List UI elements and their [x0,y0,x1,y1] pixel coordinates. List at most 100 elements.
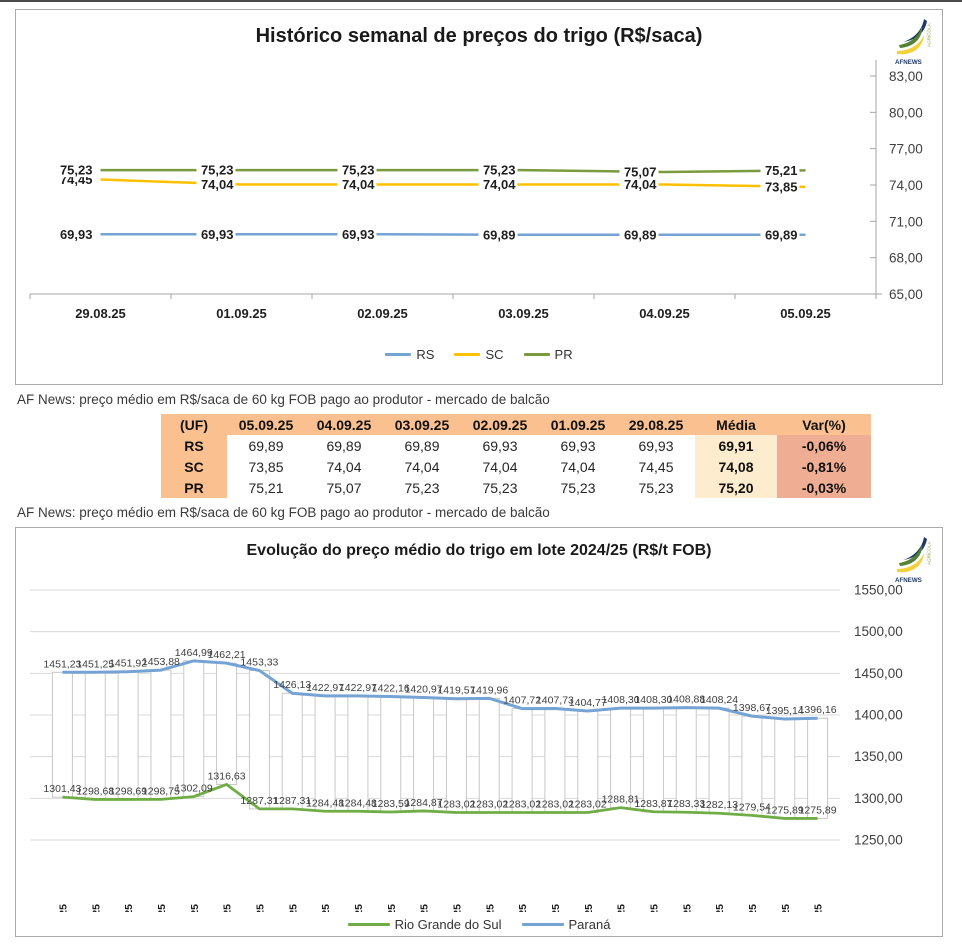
y-tick-label: 1550,00 [854,583,903,598]
data-label: 1301,43 [43,783,81,795]
media-cell: 69,91 [695,435,777,456]
data-label: 1288,81 [602,794,640,806]
updown-bar [478,697,500,813]
uf-cell: SC [161,456,227,477]
table-row: PR 75,21 75,07 75,23 75,23 75,23 75,23 75,20 -0,… [161,477,871,498]
data-label: 1464,99 [175,647,213,659]
y-tick-label: 1500,00 [854,624,903,639]
legend-label: Paraná [568,917,611,932]
data-label: 1275,89 [766,804,804,816]
table-header-cell: 02.09.25 [461,414,539,435]
x-tick-label: 04.09.25 [780,904,792,912]
legend-item-pr: PR [523,347,573,362]
data-label: 1462,21 [208,649,246,661]
y-tick-label: 1250,00 [854,833,903,848]
data-label: 1283,33 [667,798,705,810]
updown-bar [544,708,566,813]
x-tick-label: 13.08.25 [254,904,266,912]
x-tick-label: 12.08.25 [222,904,234,912]
table-header-cell: 01.09.25 [539,414,617,435]
series-line-rio-grande-do-sul [62,782,818,820]
data-label: 1419,57 [437,685,475,697]
data-label: 1422,16 [372,683,410,695]
data-label: 1279,54 [733,801,771,813]
data-label: 1395,14 [766,705,804,717]
data-label: 1407,73 [536,695,574,707]
data-label: 1284,48 [339,797,377,809]
var-cell: -0,81% [777,456,871,477]
updown-bar [511,708,533,813]
data-label: 1316,63 [208,770,246,782]
y-tick-label: 68,00 [889,251,923,266]
updown-bar [314,695,336,812]
y-tick-label: 83,00 [889,69,923,84]
table-row: SC 73,85 74,04 74,04 74,04 74,04 74,45 74,08 -0,… [161,456,871,477]
legend-item-sc: SC [454,347,504,362]
data-label: 1451,92 [109,658,147,670]
caption-top: AF News: preço médio em R$/saca de 60 kg… [17,392,550,407]
data-label: 1408,30 [602,694,640,706]
y-tick-label: 1300,00 [854,791,903,806]
y-tick-label: 80,00 [889,105,923,120]
var-cell: -0,06% [777,435,871,456]
updown-bar [51,671,73,798]
x-tick-label: 03.09.25 [498,306,549,321]
price-cell: 69,93 [482,437,518,454]
data-label: 73,85 [765,179,798,194]
x-tick-label: 03.09.25 [747,904,759,912]
var-cell: -0,03% [777,477,871,498]
series-line-paran- [62,659,818,721]
updown-bar [216,662,238,785]
x-tick-label: 15.08.25 [320,904,332,912]
data-label: 1398,67 [733,702,771,714]
data-label: 1283,59 [372,798,410,810]
x-tick-label: 02.09.25 [714,904,726,912]
price-table: (UF) 05.09.25 04.09.25 03.09.25 02.09.25 01.0… [161,414,871,498]
data-label: 75,07 [624,165,657,180]
x-tick-label: 11.08.25 [189,904,201,912]
x-tick-label: 05.08.25 [57,904,69,912]
updown-bar [248,670,270,810]
y-tick-label: 1450,00 [854,666,903,681]
updown-bar [807,717,829,819]
data-label: 1451,25 [76,658,114,670]
data-label: 1396,16 [799,704,837,716]
price-cell: 74,04 [404,458,440,475]
data-label: 1453,88 [142,656,180,668]
legend-item-rio-grande-do-sul: Rio Grande do Sul [347,917,502,932]
updown-bar [445,698,467,813]
x-tick-label: 18.08.25 [353,904,365,912]
price-cell: 69,89 [326,437,362,454]
x-tick-label: 29.08.25 [648,904,660,912]
data-label: 75,21 [765,163,798,178]
data-label: 1404,77 [569,697,607,709]
price-cell: 74,45 [638,458,674,475]
y-tick-label: 65,00 [889,287,923,302]
x-tick-label: 26.08.25 [550,904,562,912]
bottom-chart-title: Evolução do preço médio do trigo em lote… [246,542,712,559]
x-tick-label: 02.09.25 [357,306,408,321]
legend-swatch [521,922,564,927]
data-label: 1407,72 [503,695,541,707]
data-label: 1282,13 [700,799,738,811]
data-label: 1302,09 [175,783,213,795]
top-chart-legend: RS SC PR [16,347,942,362]
y-tick-label: 1350,00 [854,749,903,764]
x-tick-label: 08.08.25 [156,904,168,912]
data-label: 75,23 [201,163,234,178]
y-tick-label: 71,00 [889,214,923,229]
legend-label: RS [416,347,435,362]
x-tick-label: 21.08.25 [451,904,463,912]
x-tick-label: 04.09.25 [639,306,690,321]
afnews-logo-art: AFNEWS AGRÍCOLA [895,19,932,66]
legend-swatch [385,353,412,356]
table-header-cell: (UF) [161,414,227,435]
weekly-price-chart-panel: Histórico semanal de preços do trigo (R$… [15,9,943,385]
x-tick-label: 05.09.25 [813,904,825,912]
table-header-cell: 03.09.25 [383,414,461,435]
price-cell: 69,89 [248,437,284,454]
updown-bar [347,695,369,812]
price-cell: 75,23 [404,479,440,496]
data-label: 69,89 [483,227,516,242]
updown-bar [642,707,664,813]
